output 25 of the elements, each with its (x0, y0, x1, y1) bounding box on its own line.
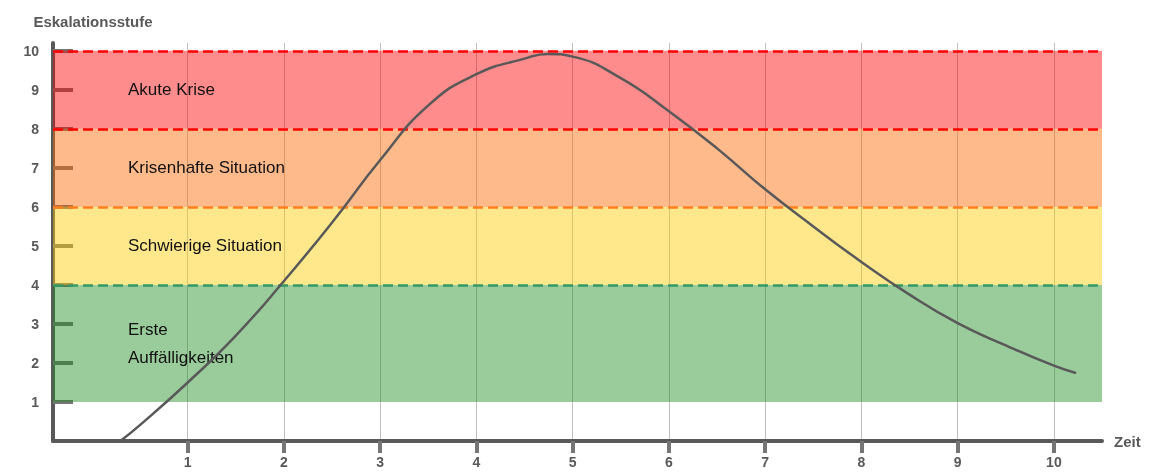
y-tick-label: 10 (23, 42, 40, 59)
y-tick-label: 3 (31, 315, 40, 332)
band-label: Schwierige Situation (128, 236, 283, 256)
x-tick-label: 3 (376, 454, 385, 470)
y-tick-label: 1 (31, 393, 40, 410)
x-tick-label: 10 (1046, 454, 1062, 470)
x-tick-label: 9 (953, 454, 962, 470)
x-tick-label: 6 (665, 454, 674, 470)
y-tick-label: 6 (31, 198, 40, 215)
y-axis-title: Eskalationsstufe (33, 13, 153, 30)
y-tick-label: 4 (31, 276, 40, 293)
x-tick-label: 1 (183, 454, 192, 470)
band-label: Krisenhafte Situation (128, 158, 285, 178)
x-axis-title: Zeit (1114, 432, 1141, 450)
x-tick-label: 7 (761, 454, 770, 470)
band-label: Akute Krise (128, 80, 215, 100)
x-tick-label: 4 (472, 454, 481, 470)
x-tick-label: 2 (280, 454, 289, 470)
y-tick-label: 5 (31, 237, 40, 254)
x-tick-label: 8 (857, 454, 866, 470)
y-tick-label: 8 (31, 120, 40, 137)
x-tick-label: 5 (568, 454, 577, 470)
y-tick-label: 9 (31, 81, 40, 98)
y-tick-label: 7 (31, 159, 40, 176)
y-tick-label: 2 (31, 354, 40, 371)
